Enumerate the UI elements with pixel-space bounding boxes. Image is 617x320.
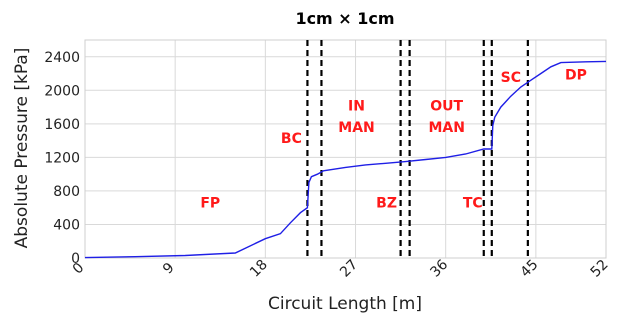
- y-tick-label: 400: [53, 217, 80, 233]
- region-label: IN: [348, 98, 365, 114]
- x-axis-label: Circuit Length [m]: [268, 294, 422, 314]
- y-tick-label: 2400: [44, 50, 80, 66]
- x-tick-label: 18: [247, 257, 271, 281]
- region-label: FP: [200, 196, 220, 212]
- x-tick-label: 45: [518, 257, 542, 281]
- y-tick-label: 0: [71, 251, 80, 267]
- y-tick-label: 1200: [44, 150, 80, 166]
- series-layer: [84, 60, 607, 259]
- region-label: OUT: [430, 98, 463, 114]
- y-tick-label: 2000: [44, 83, 80, 99]
- region-label: BC: [281, 131, 302, 147]
- region-label: TC: [463, 196, 483, 212]
- region-label: DP: [565, 67, 587, 83]
- region-labels: FP BC IN MAN BZ OUT MAN TC SC DP: [200, 67, 587, 211]
- x-tick-label: 52: [588, 257, 612, 281]
- y-tick-label: 800: [53, 184, 80, 200]
- region-label: MAN: [338, 120, 374, 136]
- x-tick-label: 36: [427, 257, 451, 281]
- chart-title: 1cm × 1cm: [295, 9, 394, 28]
- y-tick-label: 1600: [44, 117, 80, 133]
- plot-frame: [84, 39, 607, 259]
- region-boundaries: [306, 40, 529, 258]
- region-label: SC: [501, 70, 521, 86]
- y-tick-labels: 0 400 800 1200 1600 2000 2400: [44, 50, 80, 267]
- pressure-series-line: [84, 60, 607, 259]
- x-tick-labels: 0 9 18 27 36 45 52: [70, 257, 612, 281]
- region-label: MAN: [428, 120, 464, 136]
- x-tick-label: 27: [337, 257, 361, 281]
- region-label: BZ: [376, 196, 397, 212]
- x-tick-label: 9: [160, 260, 178, 278]
- y-axis-label: Absolute Pressure [kPa]: [12, 48, 32, 249]
